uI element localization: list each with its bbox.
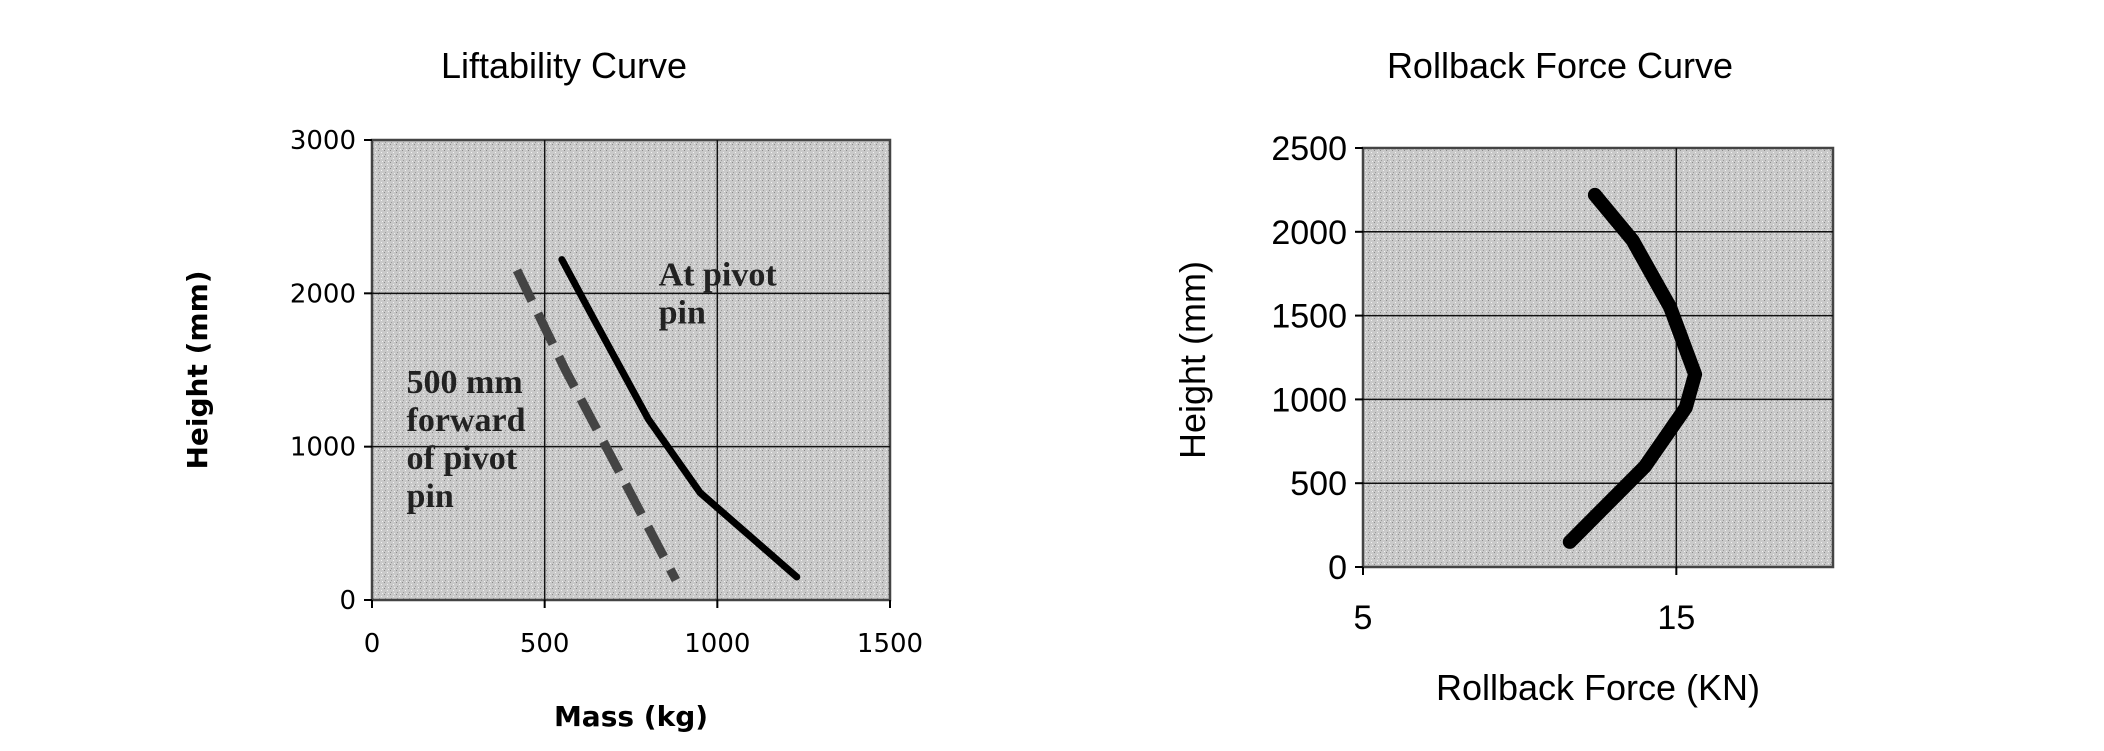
liftability-chart: Liftability Curve 0 1000 2000 3000 0 500 1000… — [181, 45, 923, 733]
y-tick-label: 1500 — [1271, 298, 1347, 336]
gridlines — [364, 139, 891, 608]
y-tick-label: 3000 — [290, 126, 356, 156]
x-tick-labels: 5 15 — [1354, 599, 1696, 637]
annotation-line: pin — [407, 478, 454, 515]
annotation-text: 500 mm forward of pivot pin — [407, 364, 526, 515]
x-tick-label: 1000 — [684, 629, 750, 659]
plot-area — [370, 138, 892, 602]
annotation-line: forward — [407, 402, 526, 439]
x-axis-label: Mass (kg) — [554, 700, 708, 733]
x-tick-labels: 0 500 1000 1500 — [364, 629, 923, 659]
y-tick-label: 1000 — [1271, 381, 1347, 419]
y-tick-label: 1000 — [290, 433, 356, 463]
y-tick-label: 500 — [1290, 465, 1347, 503]
solid-series-line — [558, 256, 801, 581]
annotation-line: of pivot — [407, 440, 518, 477]
annotation-text: At pivot pin — [659, 257, 778, 332]
dashed-series-line — [512, 268, 680, 583]
y-tick-label: 2500 — [1271, 130, 1347, 168]
solid-series-line — [1562, 187, 1703, 549]
x-axis-label: Rollback Force (KN) — [1436, 667, 1760, 708]
chart-title: Liftability Curve — [441, 45, 687, 86]
y-tick-label: 0 — [1328, 549, 1347, 587]
rollback-force-chart: Rollback Force Curve 0 500 1000 1500 2000 250… — [1172, 45, 1835, 708]
y-tick-label: 2000 — [1271, 214, 1347, 252]
x-tick-label: 5 — [1354, 599, 1373, 637]
y-tick-label: 0 — [339, 586, 356, 616]
y-axis-label: Height (mm) — [1172, 261, 1213, 459]
annotation-line: 500 mm — [407, 364, 523, 401]
y-axis-label: Height (mm) — [181, 270, 214, 469]
chart-title: Rollback Force Curve — [1387, 45, 1733, 86]
x-tick-label: 500 — [520, 629, 570, 659]
y-tick-labels: 0 1000 2000 3000 — [290, 126, 356, 616]
series-group — [1562, 187, 1703, 549]
y-tick-label: 2000 — [290, 279, 356, 309]
annotation-line: At pivot — [659, 257, 778, 294]
plot-area — [1361, 146, 1835, 569]
x-tick-label: 15 — [1657, 599, 1695, 637]
y-tick-labels: 0 500 1000 1500 2000 2500 — [1271, 130, 1347, 587]
x-tick-label: 0 — [364, 629, 381, 659]
gridlines — [1355, 147, 1833, 575]
x-tick-label: 1500 — [857, 629, 923, 659]
annotation-line: pin — [659, 295, 706, 332]
series-group — [512, 256, 801, 583]
